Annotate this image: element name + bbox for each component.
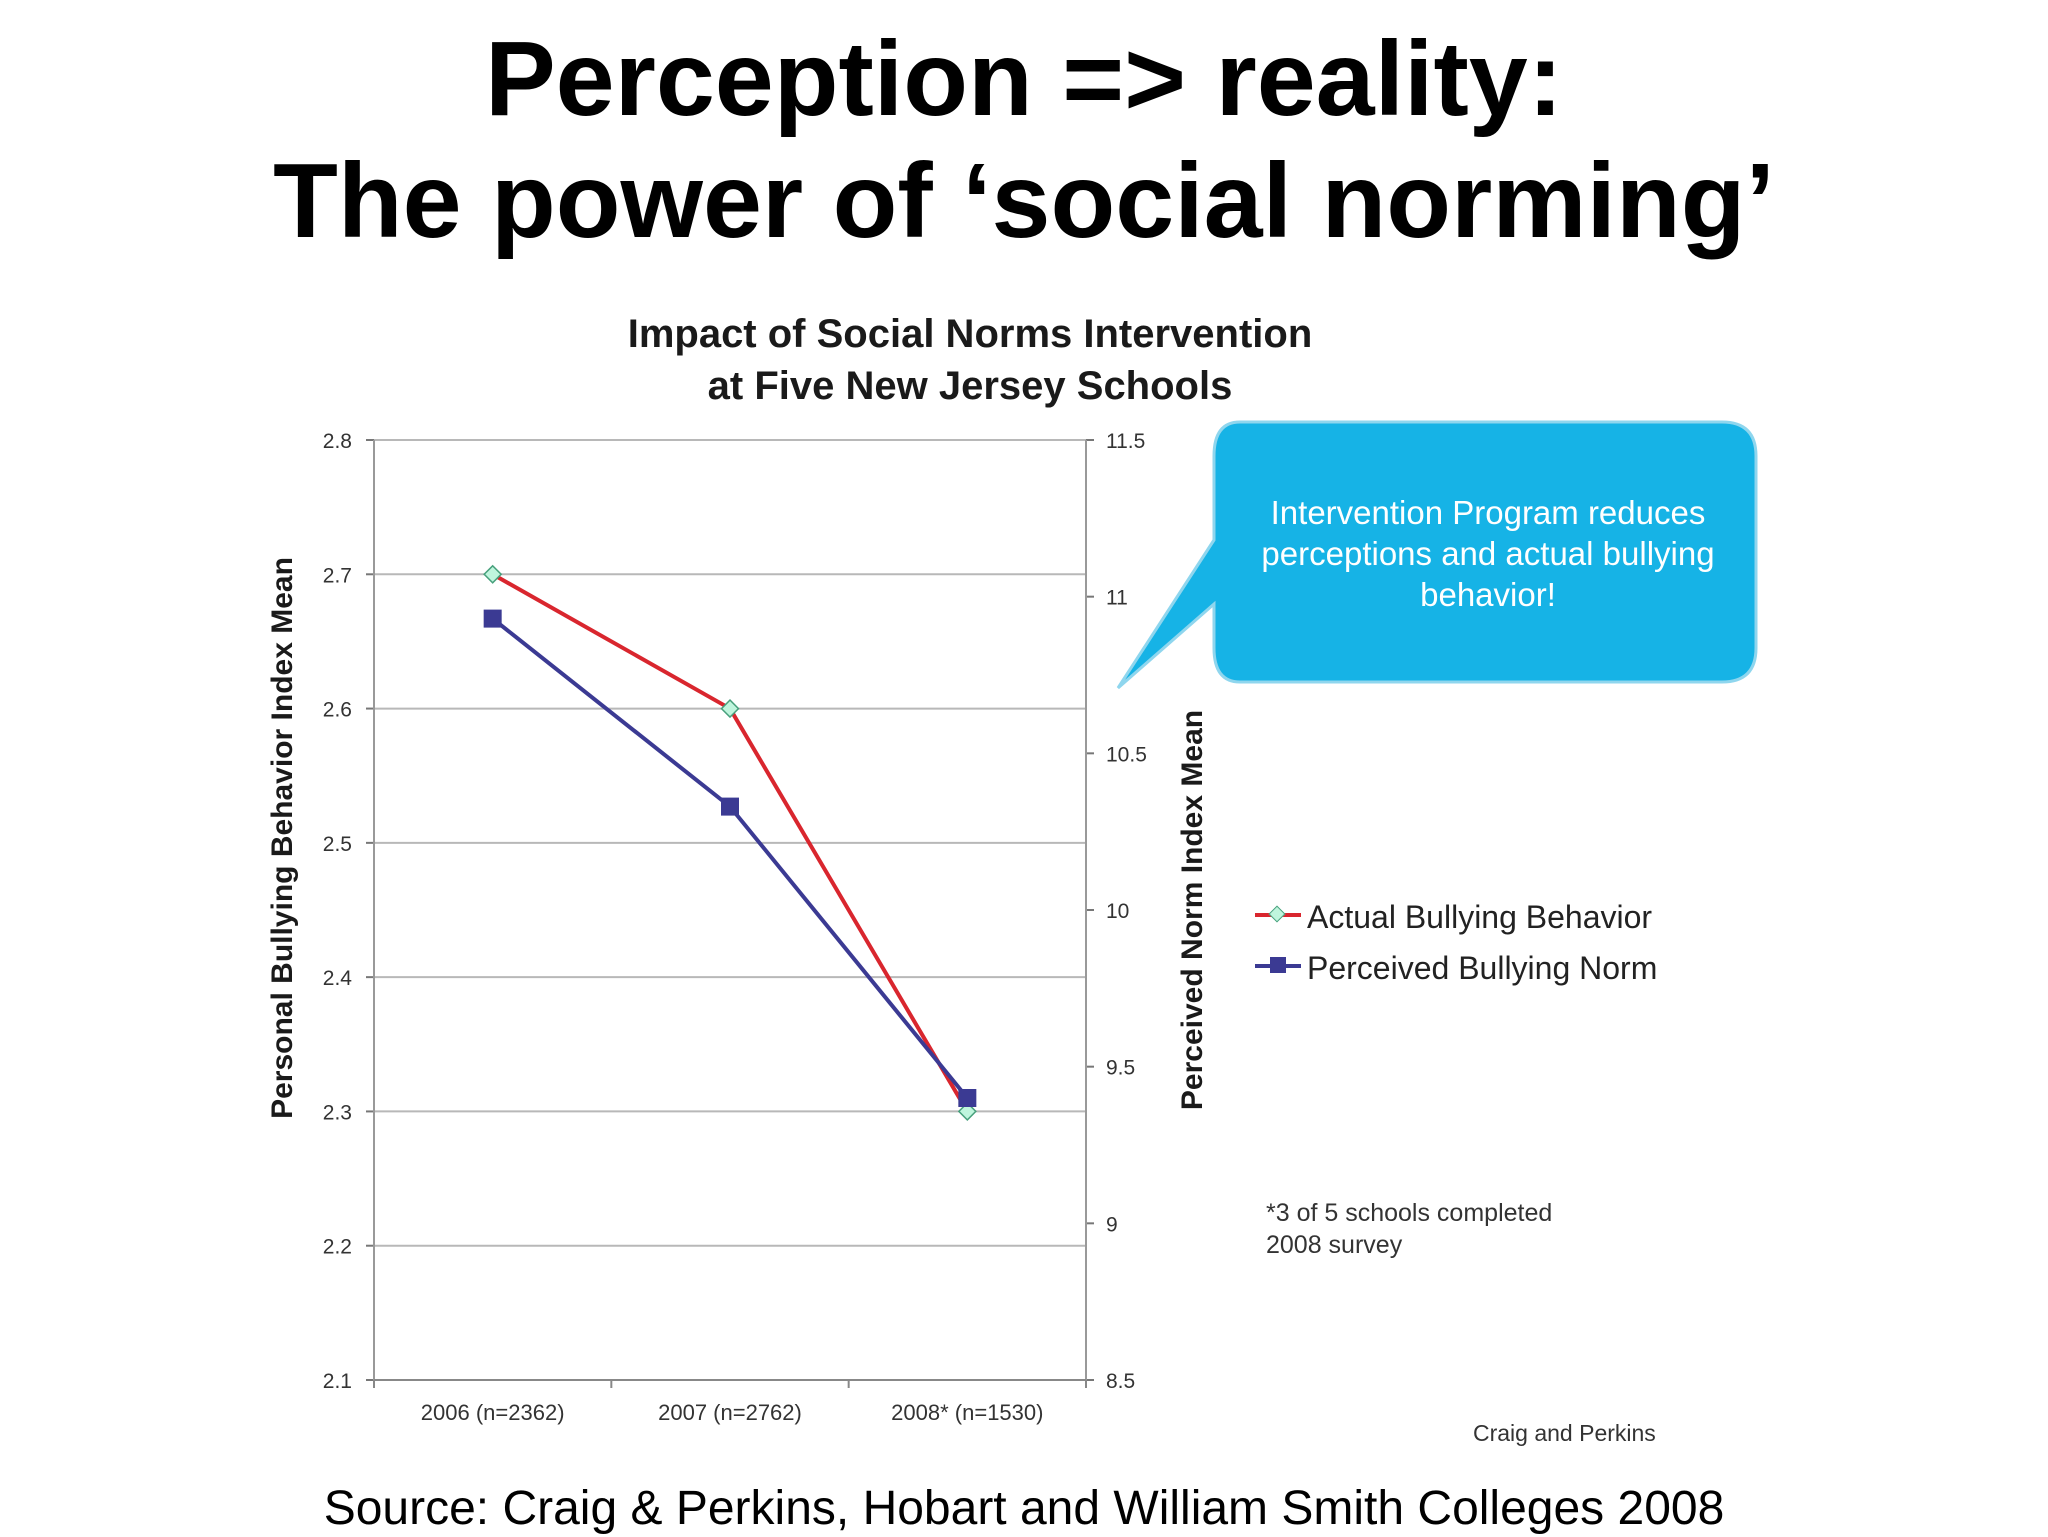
x-tick-label: 2007 (n=2762) xyxy=(658,1400,802,1425)
y-tick-label-right: 9 xyxy=(1106,1213,1118,1236)
data-point-square xyxy=(483,609,502,628)
callout-text: Intervention Program reduces perceptions… xyxy=(1261,494,1715,613)
y-tick-label-right: 9.5 xyxy=(1106,1057,1135,1080)
data-point-square xyxy=(721,797,739,816)
callout-bubble xyxy=(1116,420,1758,690)
grid-lines xyxy=(374,439,1086,1247)
legend-item-perceived: Perceived Bullying Norm xyxy=(1255,944,1657,995)
slide-title-line-1: Perception => reality: xyxy=(484,20,1564,138)
data-point-diamond xyxy=(483,564,503,584)
legend-diamond-marker xyxy=(1268,905,1286,923)
x-tick-label: 2006 (n=2362) xyxy=(421,1400,565,1425)
data-point-diamond xyxy=(720,699,740,719)
chart-footnote: *3 of 5 schools completed 2008 survey xyxy=(1266,1197,1666,1261)
slide-title: Perception => reality: The power of ‘soc… xyxy=(0,18,2048,262)
data-series xyxy=(483,564,977,1121)
y-tick-label-right: 10.5 xyxy=(1106,743,1147,766)
data-point-square xyxy=(958,1089,977,1107)
slide-title-line-2: The power of ‘social norming’ xyxy=(273,142,1775,260)
chart-title-line-2: at Five New Jersey Schools xyxy=(707,364,1233,408)
chart-legend: Actual Bullying Behavior Perceived Bully… xyxy=(1255,893,1657,995)
legend-item-actual: Actual Bullying Behavior xyxy=(1255,893,1657,944)
y-tick-label-right: 8.5 xyxy=(1106,1370,1135,1393)
footnote-line-2: 2008 survey xyxy=(1266,1231,1403,1259)
series-line xyxy=(491,617,969,1100)
y-tick-label-left: 2.2 xyxy=(323,1236,352,1259)
y-tick-label-left: 2.3 xyxy=(323,1101,352,1124)
slide-source: Source: Craig & Perkins, Hobart and Will… xyxy=(323,1482,1725,1535)
chart-credit: Craig and Perkins xyxy=(1473,1420,1656,1446)
legend-label-actual: Actual Bullying Behavior xyxy=(1307,899,1653,935)
x-tick-label: 2008* (n=1530) xyxy=(891,1400,1043,1425)
y-tick-label-left: 2.6 xyxy=(323,699,352,722)
y-tick-label-right: 10 xyxy=(1106,900,1129,923)
y-axis-label-right: Perceived Norm Index Mean xyxy=(1176,710,1209,1110)
y-axis-label-left: Personal Bullying Behavior Index Mean xyxy=(266,557,299,1119)
data-point-diamond xyxy=(957,1101,977,1121)
legend-label-perceived: Perceived Bullying Norm xyxy=(1307,950,1658,986)
y-tick-label-right: 11 xyxy=(1106,587,1128,610)
tick-labels: 2.1 2.2 2.3 2.4 2.5 2.6 2.7 2.8 8.5 9 9.5 10 10.5 11 1… xyxy=(323,430,1147,1425)
y-tick-label-left: 2.5 xyxy=(323,833,352,856)
y-tick-label-left: 2.7 xyxy=(323,564,352,587)
chart-title-line-1: Impact of Social Norms Intervention xyxy=(627,312,1313,356)
chart-title: Impact of Social Norms Intervention at F… xyxy=(560,308,1380,412)
y-tick-label-right: 11.5 xyxy=(1106,430,1145,453)
legend-square-marker xyxy=(1270,957,1286,973)
y-tick-label-left: 2.1 xyxy=(323,1370,352,1393)
footnote-line-1: *3 of 5 schools completed xyxy=(1266,1199,1553,1227)
y-tick-label-left: 2.4 xyxy=(323,967,353,990)
y-tick-label-left: 2.8 xyxy=(323,430,352,453)
chart-axes xyxy=(366,439,1094,1388)
